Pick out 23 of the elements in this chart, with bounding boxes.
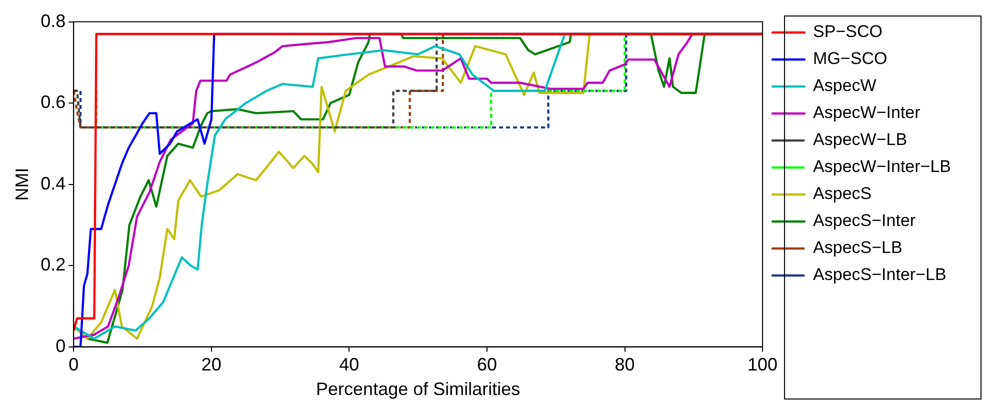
x-tick-label: 60 [476,354,497,375]
y-tick-label: 0.8 [40,10,66,31]
y-tick-label: 0.2 [40,254,66,275]
y-axis-title: NMI [12,168,32,201]
legend-label: AspecW−Inter [813,103,921,122]
y-tick-label: 0 [56,336,66,356]
x-axis-title: Percentage of Similarities [316,379,520,400]
x-tick-label: 80 [614,354,635,375]
legend-label: AspecS−LB [813,238,902,258]
legend-label: AspecS−Inter [813,211,916,230]
x-tick-label: 20 [201,354,222,375]
legend-label: AspecW−Inter−LB [813,157,952,176]
legend-label: AspecS−Inter−LB [813,265,946,284]
y-tick-label: 0.6 [40,92,66,112]
legend-label: AspecS [813,184,872,204]
legend-label: MG−SCO [813,49,888,68]
legend-label: AspecW [813,76,876,96]
legend-label: SP−SCO [813,22,882,42]
x-tick-label: 100 [748,354,778,375]
x-tick-label: 0 [68,354,79,375]
legend-label: AspecW−LB [813,130,908,150]
y-tick-label: 0.4 [40,173,66,194]
x-tick-label: 40 [339,354,360,375]
